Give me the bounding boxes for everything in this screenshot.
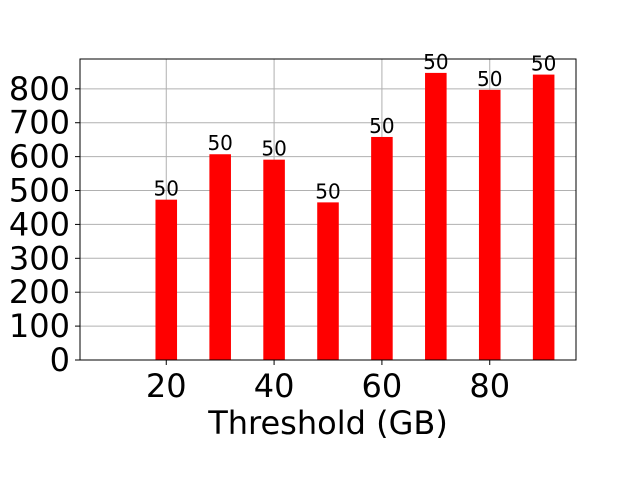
x-axis-ticks: 20 40 60 80 bbox=[146, 360, 510, 405]
x-tick-label: 80 bbox=[469, 367, 510, 405]
bar bbox=[209, 154, 231, 360]
bar-value-label: 50 bbox=[315, 179, 340, 203]
bars bbox=[155, 72, 555, 361]
bar-value-label: 50 bbox=[531, 52, 556, 76]
bar-value-label: 50 bbox=[369, 114, 394, 138]
bar bbox=[371, 136, 393, 360]
bar bbox=[478, 89, 501, 361]
bar-value-label: 50 bbox=[154, 177, 179, 201]
bar bbox=[155, 199, 178, 360]
y-tick-label: 0 bbox=[50, 341, 70, 379]
bar-value-label: 50 bbox=[477, 67, 502, 91]
x-tick-label: 40 bbox=[254, 367, 295, 405]
y-tick-label: 200 bbox=[9, 273, 70, 311]
bar bbox=[532, 74, 555, 360]
bar-value-labels: 50 50 50 50 50 50 50 50 bbox=[154, 50, 557, 203]
bar bbox=[425, 72, 447, 360]
y-tick-label: 400 bbox=[9, 205, 70, 243]
bar-value-label: 50 bbox=[261, 137, 286, 161]
y-tick-label: 800 bbox=[9, 70, 70, 108]
plot-frame bbox=[79, 58, 577, 361]
x-tick-label: 60 bbox=[362, 367, 403, 405]
y-tick-label: 500 bbox=[9, 172, 70, 210]
x-tick-label: 20 bbox=[146, 367, 187, 405]
y-tick-label: 700 bbox=[9, 104, 70, 142]
bar bbox=[263, 159, 285, 360]
bar bbox=[317, 202, 339, 360]
x-axis-label: Threshold (GB) bbox=[207, 404, 448, 442]
bar-value-label: 50 bbox=[207, 131, 232, 155]
y-tick-label: 300 bbox=[9, 239, 70, 277]
bar-value-label: 50 bbox=[423, 50, 448, 74]
y-tick-label: 100 bbox=[9, 307, 70, 345]
y-tick-label: 600 bbox=[9, 138, 70, 176]
